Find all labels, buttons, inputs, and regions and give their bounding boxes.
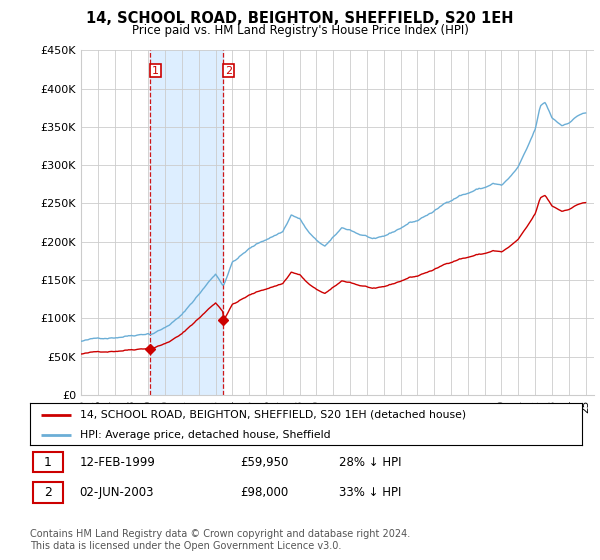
- Text: 14, SCHOOL ROAD, BEIGHTON, SHEFFIELD, S20 1EH: 14, SCHOOL ROAD, BEIGHTON, SHEFFIELD, S2…: [86, 11, 514, 26]
- Text: 02-JUN-2003: 02-JUN-2003: [80, 486, 154, 499]
- Text: £98,000: £98,000: [240, 486, 288, 499]
- Text: 2: 2: [44, 486, 52, 499]
- Text: HPI: Average price, detached house, Sheffield: HPI: Average price, detached house, Shef…: [80, 430, 331, 440]
- Text: Contains HM Land Registry data © Crown copyright and database right 2024.
This d: Contains HM Land Registry data © Crown c…: [30, 529, 410, 551]
- Text: 14, SCHOOL ROAD, BEIGHTON, SHEFFIELD, S20 1EH (detached house): 14, SCHOOL ROAD, BEIGHTON, SHEFFIELD, S2…: [80, 410, 466, 420]
- Bar: [150, 50, 223, 395]
- Text: 2: 2: [225, 66, 232, 76]
- Text: Price paid vs. HM Land Registry's House Price Index (HPI): Price paid vs. HM Land Registry's House …: [131, 24, 469, 36]
- Text: £59,950: £59,950: [240, 456, 288, 469]
- Text: 12-FEB-1999: 12-FEB-1999: [80, 456, 155, 469]
- FancyBboxPatch shape: [33, 482, 63, 503]
- Text: 1: 1: [152, 66, 159, 76]
- Text: 28% ↓ HPI: 28% ↓ HPI: [339, 456, 401, 469]
- Text: 33% ↓ HPI: 33% ↓ HPI: [339, 486, 401, 499]
- FancyBboxPatch shape: [33, 452, 63, 473]
- Text: 1: 1: [44, 456, 52, 469]
